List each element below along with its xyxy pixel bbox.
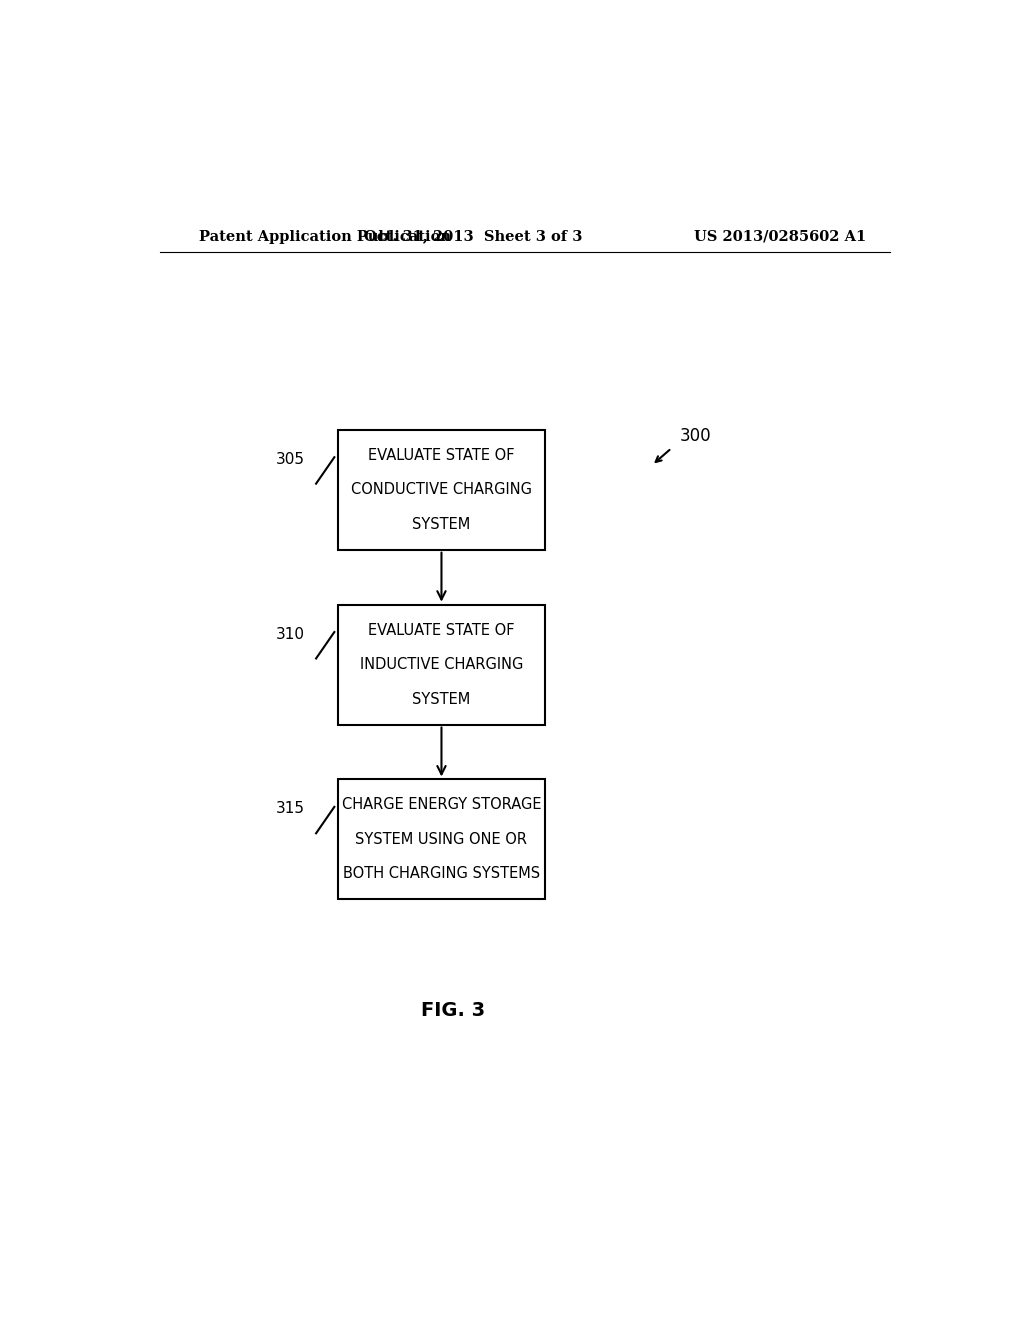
FancyBboxPatch shape xyxy=(338,430,545,549)
Text: US 2013/0285602 A1: US 2013/0285602 A1 xyxy=(694,230,866,244)
Text: EVALUATE STATE OF: EVALUATE STATE OF xyxy=(369,447,515,463)
Text: SYSTEM USING ONE OR: SYSTEM USING ONE OR xyxy=(355,832,527,847)
Text: FIG. 3: FIG. 3 xyxy=(421,1001,485,1019)
Text: BOTH CHARGING SYSTEMS: BOTH CHARGING SYSTEMS xyxy=(343,866,540,882)
Text: SYSTEM: SYSTEM xyxy=(413,692,471,706)
Text: 305: 305 xyxy=(276,451,305,467)
Text: EVALUATE STATE OF: EVALUATE STATE OF xyxy=(369,623,515,638)
Text: Patent Application Publication: Patent Application Publication xyxy=(200,230,452,244)
Text: Oct. 31, 2013  Sheet 3 of 3: Oct. 31, 2013 Sheet 3 of 3 xyxy=(364,230,583,244)
Text: CHARGE ENERGY STORAGE: CHARGE ENERGY STORAGE xyxy=(342,797,542,812)
Text: INDUCTIVE CHARGING: INDUCTIVE CHARGING xyxy=(359,657,523,672)
Text: 300: 300 xyxy=(680,428,712,445)
Text: SYSTEM: SYSTEM xyxy=(413,517,471,532)
Text: CONDUCTIVE CHARGING: CONDUCTIVE CHARGING xyxy=(351,482,532,498)
Text: 310: 310 xyxy=(276,627,305,642)
FancyBboxPatch shape xyxy=(338,605,545,725)
Text: 315: 315 xyxy=(276,801,305,816)
FancyBboxPatch shape xyxy=(338,779,545,899)
